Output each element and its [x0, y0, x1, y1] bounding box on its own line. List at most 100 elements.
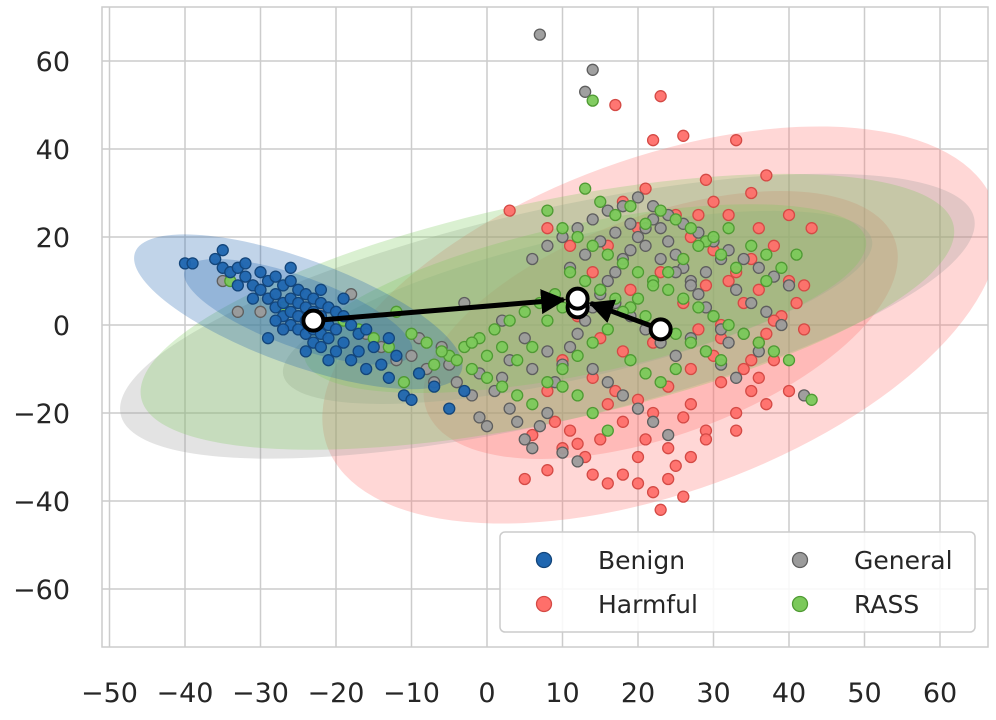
harmful-point — [631, 450, 645, 464]
x-tick-label: 30 — [696, 678, 730, 709]
harmful-point — [677, 411, 690, 424]
rass-point — [518, 305, 531, 318]
general-point — [631, 230, 645, 244]
x-axis-tick-labels: −50 −40 −30 −20 −10 0 10 20 30 40 50 60 — [81, 678, 957, 709]
x-tick-label: 60 — [923, 678, 957, 709]
general-point — [616, 389, 630, 402]
x-tick-label: 50 — [847, 678, 881, 709]
rass-point — [495, 380, 509, 393]
benign-point — [352, 345, 365, 358]
general-point — [518, 332, 531, 345]
benign-point — [209, 252, 222, 266]
rass-point — [435, 345, 448, 358]
rass-point — [563, 266, 577, 279]
harmful-point — [782, 208, 796, 222]
benign-point — [458, 384, 471, 398]
x-tick-label: −50 — [81, 678, 138, 709]
benign-point — [382, 332, 396, 345]
benign-point — [186, 257, 199, 270]
rass-point — [511, 389, 524, 402]
rass-point — [624, 354, 637, 367]
general-point — [722, 336, 735, 349]
legend-box — [499, 531, 976, 633]
benign-point — [344, 318, 358, 332]
general-legend-label: General — [854, 546, 953, 575]
harmful-point — [722, 274, 735, 288]
rass-point — [714, 354, 728, 367]
rass-point — [526, 340, 539, 354]
harmful-point — [737, 362, 750, 376]
rass-point — [669, 362, 682, 376]
rass-point — [722, 222, 735, 235]
y-tick-label: −40 — [13, 487, 70, 518]
rass-point — [722, 318, 735, 332]
general-point — [533, 420, 546, 433]
harmful-legend-label: Harmful — [598, 590, 698, 619]
harmful-point — [586, 266, 599, 279]
harmful-point — [654, 90, 667, 103]
rass-point — [805, 393, 818, 406]
rass-point — [586, 94, 599, 107]
rass-centroid — [565, 286, 590, 311]
harmful-point — [616, 345, 630, 358]
harmful-point — [677, 490, 690, 503]
benign-point — [254, 266, 267, 279]
benign-point — [337, 336, 350, 349]
rass-point — [556, 362, 569, 376]
harmful-point — [797, 323, 811, 336]
centroid-markers — [301, 286, 673, 342]
harmful-point — [669, 459, 682, 472]
harmful-point — [684, 398, 697, 411]
rass-point — [571, 230, 584, 244]
benign-point — [299, 345, 312, 358]
benign-point — [269, 270, 282, 283]
benign-point — [375, 358, 388, 371]
general-point — [654, 222, 667, 235]
benign-point — [239, 270, 252, 283]
harmful-point — [730, 134, 743, 147]
general-point — [473, 411, 486, 424]
general-point — [526, 252, 539, 266]
rass-point — [662, 266, 675, 279]
rass-point — [397, 376, 411, 389]
general-point — [571, 327, 584, 340]
harmful-point — [586, 468, 599, 481]
general-point — [405, 349, 418, 362]
benign-point — [239, 257, 252, 270]
benign-point — [412, 367, 426, 380]
harmful-point — [722, 208, 735, 222]
harmful-point — [541, 464, 554, 477]
rass-point — [503, 314, 516, 327]
general-point — [526, 442, 539, 455]
rass-point — [601, 323, 614, 336]
general-point — [662, 428, 675, 442]
harmful-point — [518, 472, 531, 486]
harmful-point — [760, 327, 773, 340]
harmful-point — [654, 503, 667, 516]
harmful-point — [639, 433, 652, 446]
rass-point — [511, 354, 524, 367]
general-point — [571, 455, 584, 468]
rass-point — [654, 204, 667, 217]
general-point — [624, 217, 637, 230]
rass-legend-marker — [791, 595, 809, 613]
harmful-point — [601, 398, 614, 411]
rass-point — [775, 261, 788, 274]
general-point — [654, 252, 667, 266]
benign-point — [443, 402, 456, 415]
rass-point — [624, 200, 637, 213]
x-tick-label: 10 — [545, 678, 579, 709]
rass-point — [692, 239, 705, 252]
harmful-point — [646, 134, 660, 147]
shift-arrow — [588, 299, 662, 332]
harmful-point — [601, 477, 614, 490]
benign-point — [344, 354, 358, 367]
general-point — [511, 415, 524, 428]
benign-legend-marker — [535, 551, 553, 569]
harmful-point — [745, 186, 758, 200]
rass-legend-label: RASS — [854, 590, 919, 619]
harmful-point — [692, 323, 705, 336]
rass-point — [631, 266, 645, 279]
harmful-point — [677, 129, 690, 142]
general-point — [752, 261, 765, 274]
